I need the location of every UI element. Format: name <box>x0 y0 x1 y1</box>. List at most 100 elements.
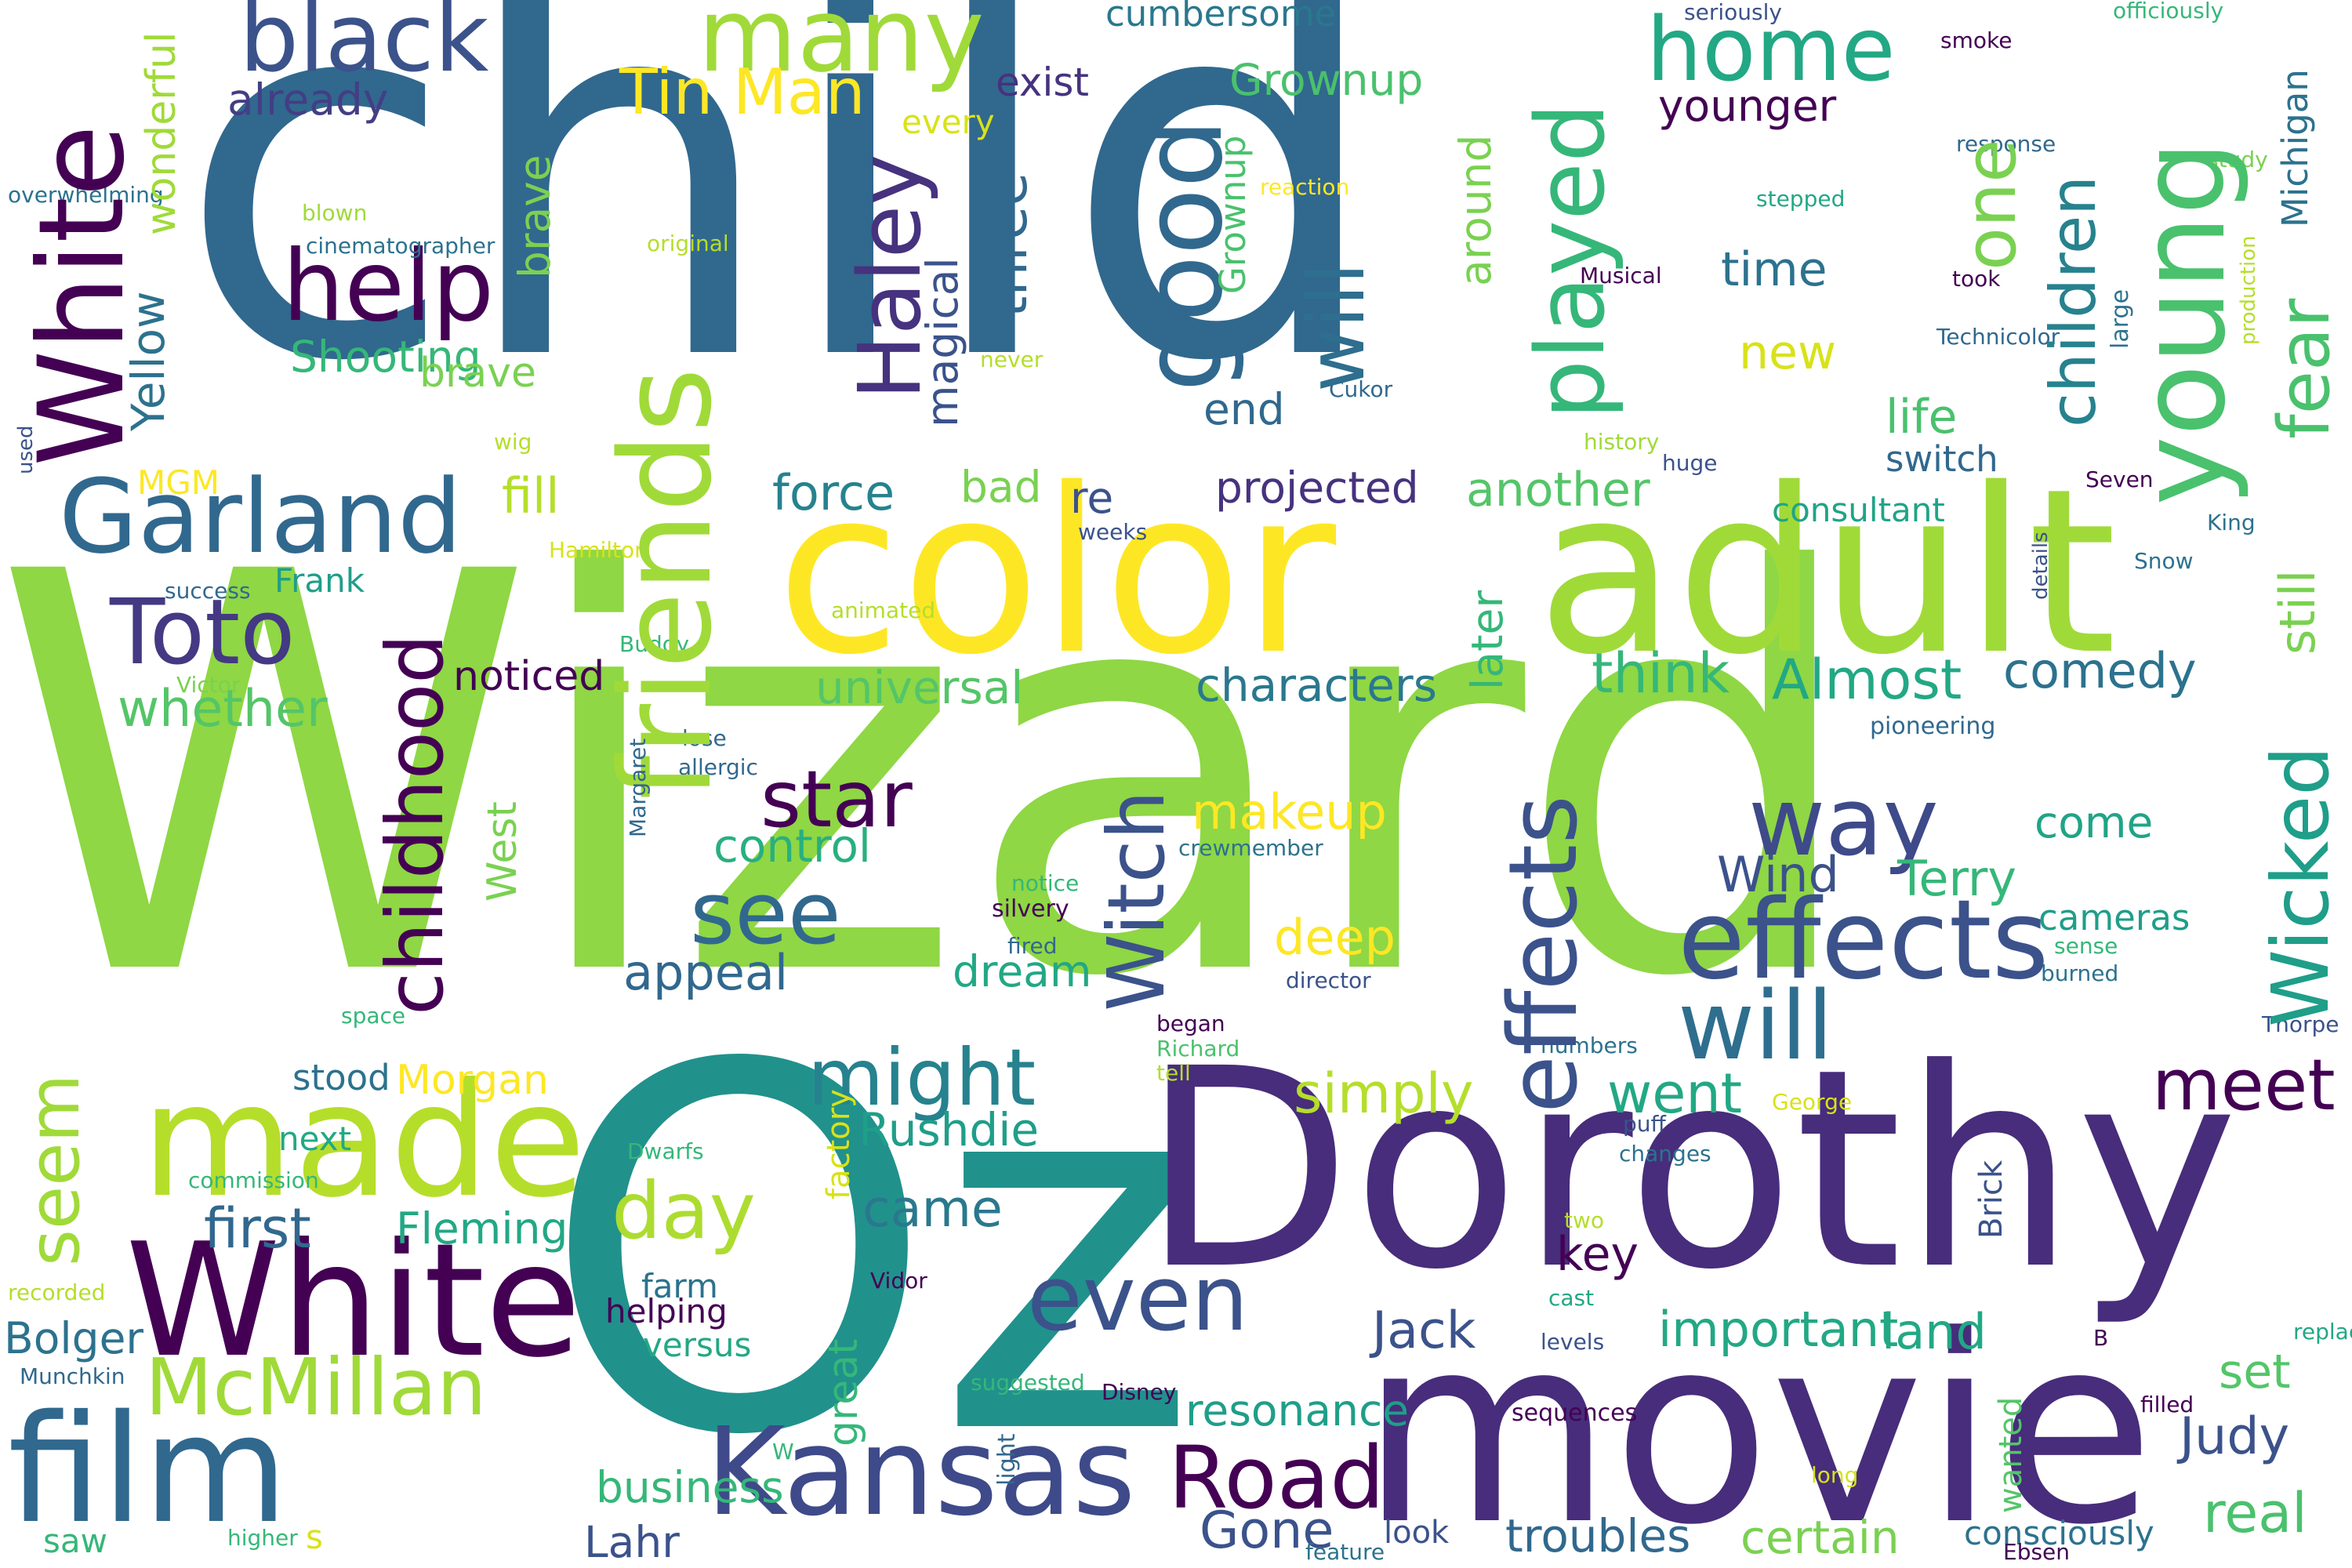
word-will: will <box>1290 262 1382 392</box>
word-suggested: Munchkin <box>20 1363 125 1389</box>
word-seven: history <box>1584 429 1660 455</box>
word-levels: Vidor <box>870 1268 927 1294</box>
word-road: Road <box>1168 1428 1385 1528</box>
word-key: key <box>1556 1227 1639 1282</box>
word-garland: Kansas <box>706 1401 1136 1543</box>
word-day: day <box>612 1165 756 1257</box>
word-reaction: cinematographer <box>306 233 495 259</box>
word-indicated: feature <box>1305 1539 1385 1565</box>
word-wicked: Wicked <box>2255 746 2347 1027</box>
word-lose: Victor <box>176 672 241 698</box>
word-one: one <box>1950 139 2032 270</box>
word-cumbersome: every <box>902 103 995 141</box>
word-children: children <box>2037 176 2110 427</box>
word-young: young <box>2115 140 2252 506</box>
word-played: played <box>1517 102 1626 419</box>
word-life: life <box>1886 390 1958 445</box>
word-brave: brave <box>510 154 560 278</box>
word-officiously: seriously <box>1684 0 1782 25</box>
word-color: color <box>776 441 1337 705</box>
word-star: star <box>760 753 913 845</box>
word-see: see <box>690 863 841 964</box>
word-allergic: Margaret <box>625 738 651 837</box>
word-even: effects <box>1678 877 2049 1004</box>
word-overwhelming: consciously <box>1964 1514 2154 1552</box>
word-fear: fear <box>2263 298 2346 439</box>
word-continued: Ebsen <box>2003 1539 2071 1565</box>
word-notice: pioneering <box>1870 713 1996 740</box>
word-another: another <box>1466 463 1650 517</box>
word-effects: effects <box>1490 795 1599 1113</box>
word-thorpe: tell <box>1156 1060 1191 1086</box>
word-land: land <box>1882 1303 1987 1360</box>
word-began: burned <box>2041 960 2119 986</box>
word-around: younger <box>1658 81 1837 131</box>
word-wanted: look <box>1384 1515 1450 1551</box>
word-large: study <box>2207 147 2268 172</box>
word-fleming: West <box>479 801 526 902</box>
word-saw: next <box>278 1120 352 1158</box>
word-history: used <box>14 425 38 474</box>
word-dwarfs: George <box>1772 1089 1853 1115</box>
word-used: Cukor <box>1329 376 1393 402</box>
word-richard: director <box>1286 967 1371 993</box>
word-judy: Judy <box>2180 1407 2290 1466</box>
word-troubles: troubles <box>1505 1509 1691 1563</box>
word-versus: farm <box>641 1267 718 1305</box>
word-business: saw <box>43 1522 107 1560</box>
word-w: sequences <box>1512 1399 1638 1427</box>
word-toto: Toto <box>110 580 296 685</box>
word-light: Disney <box>1102 1379 1177 1405</box>
word-michigan: around <box>1450 134 1501 286</box>
word-ebsen: higher <box>227 1525 298 1551</box>
word-mgm: Shooting <box>290 332 481 382</box>
word-sequences: suggested <box>971 1370 1085 1396</box>
word-helping: great <box>820 1338 867 1447</box>
word-seriously: original <box>647 230 729 256</box>
word-buddy: success <box>165 578 251 604</box>
word-smoke: reaction <box>1260 174 1350 200</box>
word-might: will <box>1678 972 1834 1081</box>
word-wonderful: already <box>227 74 389 125</box>
word-study: response <box>1956 131 2056 157</box>
word-real: real <box>2203 1481 2307 1545</box>
word-special: Garland <box>59 457 463 576</box>
word-hamilton: Snow <box>2134 548 2194 574</box>
word-weeks: huge <box>1662 450 1718 476</box>
word-switch: switch <box>1886 438 1998 480</box>
word-fill: fill <box>502 467 560 524</box>
word-burned: fired <box>1007 933 1058 959</box>
word-musical: production <box>2237 235 2260 345</box>
word-huge: wig <box>494 429 532 455</box>
word-b: light <box>993 1433 1021 1486</box>
word-george: Thorpe <box>2262 1011 2339 1037</box>
word-farm: Bolger <box>4 1313 144 1363</box>
word-cinematographer: blown <box>302 200 368 226</box>
word-younger: cumbersome <box>1105 0 1337 34</box>
word-stepped: officiously <box>2113 0 2224 24</box>
word-re: re <box>1070 473 1114 523</box>
word-consciously: Brick <box>1973 1160 2009 1239</box>
word-s: stood <box>292 1057 390 1098</box>
word-tinman: Tin Man <box>619 56 866 129</box>
word-comedy: comedy <box>2003 642 2197 699</box>
word-characters: characters <box>1196 659 1437 712</box>
word-details: King <box>2207 510 2256 535</box>
word-mcmillan: McMillan <box>145 1341 487 1433</box>
word-pioneering: lose <box>682 725 727 751</box>
word-later: later <box>1462 590 1512 690</box>
word-made: White <box>125 1210 582 1392</box>
word-set: set <box>2219 1345 2291 1399</box>
word-magical: magical <box>917 257 967 427</box>
word-next: versus <box>643 1326 752 1364</box>
word-margaret: Buddy <box>619 631 690 657</box>
word-think: think <box>1592 641 1730 706</box>
word-vidor: cast <box>1548 1285 1595 1311</box>
word-come: come <box>2034 797 2154 848</box>
word-universal: universal <box>815 661 1024 714</box>
word-animated: Hamilton <box>549 537 648 563</box>
word-silvery: crewmember <box>1178 835 1323 861</box>
word-projected: projected <box>1215 463 1419 513</box>
word-meet: meet <box>2152 1044 2336 1127</box>
